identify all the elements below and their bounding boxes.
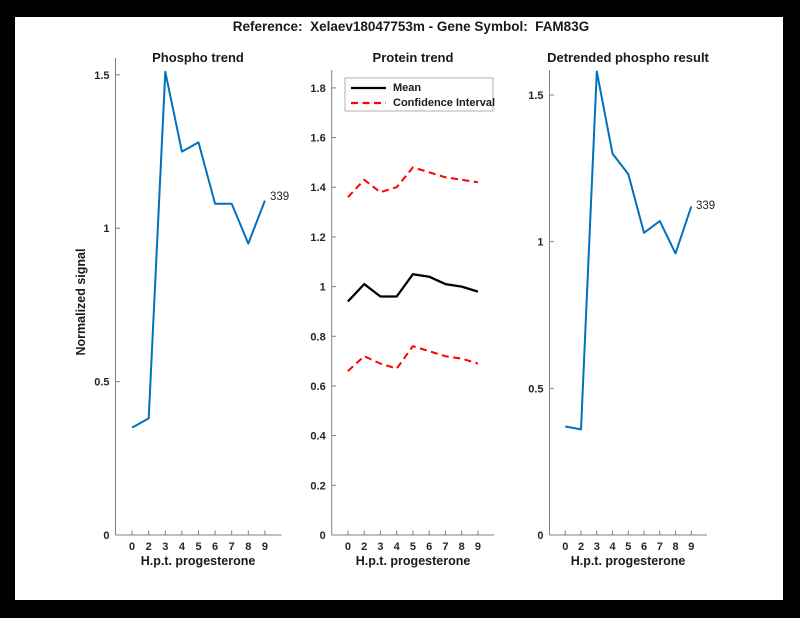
x-tick-label: 8: [672, 541, 678, 553]
y-tick-label: 0.8: [310, 331, 325, 343]
plots-svg: 0 2 3 4 5 6 7 8 900.511.50 2 3 4 5 6 7 8 900.20.40.60.81…: [94, 58, 707, 553]
y-tick-label: 1.2: [310, 232, 325, 244]
x-tick-label: 4: [609, 541, 616, 553]
figure-title: Reference: Xelaev18047753m - Gene Symbol…: [232, 19, 590, 34]
y-tick-label: 1: [320, 282, 326, 294]
series-line-ci-upper: [347, 166, 479, 198]
x-tick-label: 8: [245, 541, 251, 553]
y-tick-label: 0.4: [310, 431, 326, 443]
y-tick-label: 1.8: [310, 83, 325, 95]
x-tick-label: 7: [657, 541, 663, 553]
series-line-phospho-signal: [131, 70, 266, 429]
x-tick-label: 4: [179, 541, 186, 553]
y-tick-label: 1.4: [310, 182, 326, 194]
subplot-title-detrended-result: Detrended phospho result: [547, 50, 709, 65]
x-tick-label: 0: [129, 541, 135, 553]
x-axis-label-1: H.p.t. progesterone: [140, 554, 256, 568]
y-tick-label: 1.5: [94, 70, 109, 82]
y-tick-label: 0.5: [528, 383, 543, 395]
x-tick-label: 5: [195, 541, 201, 553]
legend-box: [344, 77, 494, 112]
y-tick-label: 0.2: [310, 480, 325, 492]
y-tick-label: 1: [103, 223, 109, 235]
y-tick-label: 0.5: [94, 377, 109, 389]
x-tick-label: 4: [394, 541, 401, 553]
x-tick-label: 3: [594, 541, 600, 553]
series-line-ci-lower: [347, 345, 479, 372]
subplot-title-phospho-trend: Phospho trend: [152, 50, 244, 65]
figure-canvas: 0 2 3 4 5 6 7 8 9 0 0.5 1 1.5 0 2 3 4 5 6 7 8 9 0 0.2 0.4 0.6 0.8 1…: [15, 17, 783, 600]
plot-protein-trend: 0 2 3 4 5 6 7 8 900.20.40.60.811.21.41.61.8: [310, 70, 495, 553]
y-tick-label: 1.5: [528, 90, 543, 102]
x-tick-label: 0: [562, 541, 568, 553]
x-tick-label: 6: [212, 541, 218, 553]
x-tick-label: 0: [345, 541, 351, 553]
x-tick-label: 2: [146, 541, 152, 553]
annotation-339-phospho: 339: [270, 190, 290, 203]
y-tick-label: 0: [537, 530, 543, 542]
x-tick-label: 9: [262, 541, 268, 553]
y-axis-label: Normalized signal: [74, 248, 88, 356]
x-tick-label: 3: [162, 541, 168, 553]
series-line-detrended-signal: [565, 70, 693, 431]
annotation-339-detrended: 339: [696, 199, 716, 212]
y-tick-label: 0.6: [310, 381, 325, 393]
y-tick-label: 0: [103, 530, 109, 542]
x-tick-label: 5: [625, 541, 631, 553]
x-axis-label-2: H.p.t. progesterone: [355, 554, 471, 568]
x-tick-label: 3: [377, 541, 383, 553]
y-tick-label: 1: [537, 237, 543, 249]
x-tick-label: 8: [459, 541, 465, 553]
legend-label-mean: Mean: [393, 81, 422, 94]
plot-detrended-phospho-result: 0 2 3 4 5 6 7 8 900.511.5: [528, 70, 707, 553]
x-tick-label: 6: [426, 541, 432, 553]
x-tick-label: 2: [361, 541, 367, 553]
y-tick-label: 0: [320, 530, 326, 542]
x-axis-label-3: H.p.t. progesterone: [570, 554, 686, 568]
series-line-mean: [347, 273, 479, 303]
x-tick-label: 6: [641, 541, 647, 553]
x-tick-label: 7: [442, 541, 448, 553]
x-tick-label: 2: [578, 541, 584, 553]
subplot-title-protein-trend: Protein trend: [372, 50, 454, 65]
x-tick-label: 5: [410, 541, 416, 553]
x-tick-label: 9: [688, 541, 694, 553]
x-tick-label: 9: [475, 541, 481, 553]
y-tick-label: 1.6: [310, 133, 325, 145]
legend-label-confidence-interval: Confidence Interval: [393, 96, 496, 109]
plot-phospho-trend: 0 2 3 4 5 6 7 8 900.511.5: [94, 58, 282, 553]
x-tick-label: 7: [229, 541, 235, 553]
